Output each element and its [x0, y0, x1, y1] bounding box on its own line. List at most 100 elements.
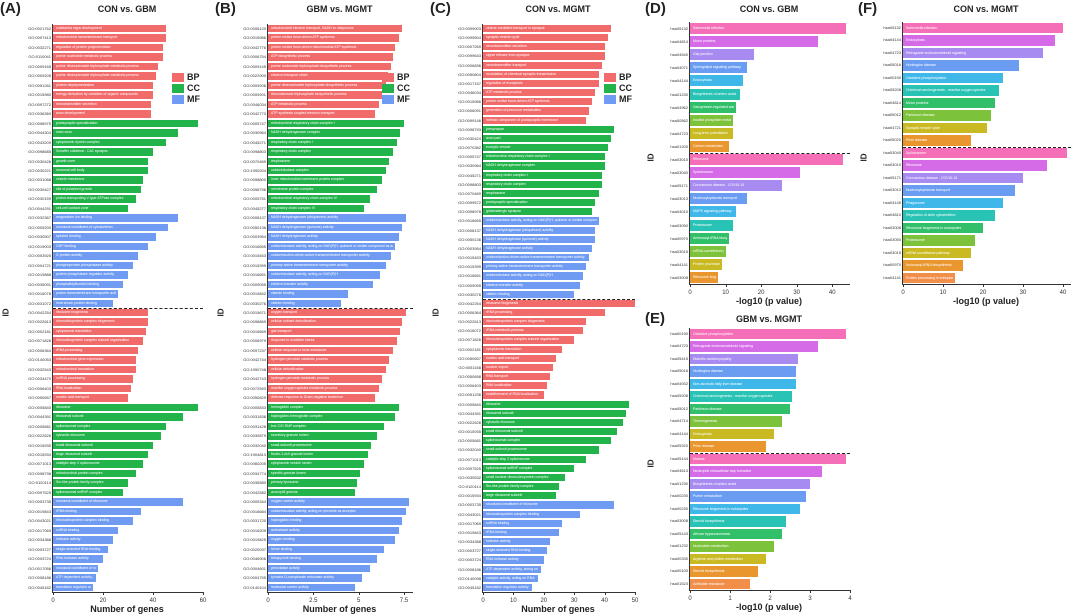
bar[interactable]: postsynaptic specialization [53, 119, 198, 128]
bar[interactable]: exocytic vesicle [483, 144, 608, 152]
bar[interactable]: respiratory chain complex [268, 148, 394, 156]
bar[interactable]: Steroid biosynthesis [690, 516, 786, 527]
bar[interactable]: Proteasome [903, 235, 975, 246]
bar[interactable]: Gap junction [690, 49, 754, 61]
bar[interactable]: Huntington disease [690, 366, 796, 377]
bar[interactable]: Carbon metabolism [690, 140, 730, 152]
bar[interactable]: tetrapyrrole binding [268, 555, 377, 563]
bar[interactable]: oxidoreductase activity, acting on NAD(P… [483, 272, 584, 280]
bar[interactable]: Prion disease [903, 135, 971, 146]
bar[interactable]: Coronavirus disease - COVID-19 [690, 180, 783, 192]
bar[interactable]: postsynaptic specialization [483, 199, 596, 207]
bar[interactable]: Synaptic vesicle cycle [903, 122, 987, 134]
bar[interactable]: Spliceosome [690, 167, 801, 179]
bar[interactable]: oxidoreduction-driven active transmembra… [483, 254, 590, 262]
bar[interactable]: neurotransmitter transport [483, 61, 602, 69]
bar[interactable]: spliceosomal snRNP complex [53, 488, 123, 497]
bar[interactable]: azurophil granule [268, 488, 355, 497]
bar[interactable]: cellular detoxification [268, 365, 386, 374]
bar[interactable]: spliceosomal snRNP complex [483, 464, 575, 472]
bar[interactable]: nucleic acid transport [53, 394, 128, 402]
bar[interactable]: small ribosomal subunit [483, 428, 617, 436]
bar[interactable]: antioxidant activity [268, 526, 399, 535]
bar[interactable]: Sphingolipid signaling pathway [690, 62, 747, 74]
bar[interactable]: proton-transporting V-type ATPase comple… [53, 195, 136, 203]
bar[interactable]: small-subunit processome [483, 446, 599, 454]
bar[interactable]: purine nucleotide metabolic process [53, 53, 163, 61]
bar[interactable]: Salmonella infection [690, 23, 847, 35]
bar[interactable]: spliceosomal complex [483, 437, 611, 445]
bar[interactable]: inner mitochondrial membrane protein com… [268, 176, 383, 184]
bar[interactable]: NADH dehydrogenase complex [483, 162, 605, 170]
bar[interactable]: heme binding [268, 545, 384, 554]
bar[interactable]: regulation of protein polymerization [53, 43, 163, 52]
bar[interactable]: respirasome [268, 157, 390, 165]
bar[interactable]: Prion disease [690, 441, 766, 452]
bar[interactable]: purine ribonucleoside triphosphate biosy… [268, 81, 386, 90]
bar[interactable]: electron transfer activity [268, 280, 374, 289]
bar[interactable]: Biosynthesis of amino acids [690, 88, 740, 100]
bar[interactable]: structural constituent of ribosome [53, 498, 183, 506]
bar[interactable]: rRNA binding [483, 528, 559, 537]
bar[interactable]: helicase activity [53, 536, 113, 544]
bar[interactable]: African trypanosomiasis [690, 528, 782, 540]
bar[interactable]: site of polarized growth [53, 185, 141, 194]
bar[interactable]: hydrogen peroxide metabolic process [268, 375, 383, 383]
bar[interactable]: clathrin binding [268, 299, 341, 307]
bar[interactable]: oxygen binding [268, 536, 395, 544]
bar[interactable]: rRNA processing [53, 346, 138, 355]
bar[interactable]: regulation of exocytosis [483, 79, 599, 88]
bar[interactable]: ribonucleoprotein complex biogenesis [483, 318, 587, 326]
bar[interactable]: mitochondrial protein complex [53, 469, 136, 478]
bar[interactable]: ATP-dependent activity, acting on RNA [53, 574, 96, 582]
bar[interactable]: hemoglobin complex [268, 403, 399, 412]
bar[interactable]: Huntington disease [903, 60, 1019, 71]
bar[interactable]: Ribosome biogenesis in eukaryotes [690, 503, 800, 515]
bar[interactable]: Ribosome biogenesis in eukaryotes [903, 222, 983, 234]
bar[interactable]: ribosome [483, 400, 629, 408]
bar[interactable]: catalytic step 2 spliceosome [53, 460, 143, 468]
bar[interactable]: translation regulator activity [483, 583, 532, 591]
bar[interactable]: membrane protein complex [268, 185, 377, 194]
bar[interactable]: snRNA binding [53, 526, 118, 535]
bar[interactable]: cytosolic ribosome [483, 418, 623, 427]
bar[interactable]: structural constituent of ribosome [483, 501, 614, 509]
bar[interactable]: protein phosphatase regulator activity [53, 271, 128, 279]
bar[interactable]: Antifolate resistance [690, 578, 750, 589]
bar[interactable]: Ribosome biogenesis in eukaryotes [690, 271, 719, 283]
bar[interactable]: Parkinson disease [690, 403, 790, 415]
bar[interactable]: Endocytosis [690, 75, 744, 87]
bar[interactable]: Long-term potentiation [690, 127, 733, 139]
bar[interactable]: axon part [483, 134, 611, 143]
bar[interactable]: Protein processing in endoplasmic reticu… [690, 258, 722, 270]
bar[interactable]: oxidoreductase activity, acting on perox… [268, 507, 406, 516]
bar[interactable]: energy derivation by oxidation of organi… [53, 91, 153, 99]
bar[interactable]: ATP metabolic process [483, 89, 596, 97]
bar[interactable]: ficolin-1-rich granule lumen [268, 451, 368, 459]
bar[interactable]: RNA helicase activity [53, 555, 103, 563]
bar[interactable]: GDP binding [53, 242, 148, 251]
bar[interactable]: Oxidative phosphorylation [690, 329, 846, 340]
bar[interactable]: synaptic vesicle cycle [483, 34, 608, 42]
bar[interactable]: Retrograde endocannabinoid signaling [903, 47, 1043, 59]
bar[interactable]: oxygen carrier activity [268, 498, 410, 506]
bar[interactable]: Steroid biosynthesis [690, 566, 758, 577]
bar[interactable]: mitochondrial respiratory chain complex … [268, 119, 404, 128]
bar[interactable]: catalytic step 2 spliceosome [483, 455, 587, 463]
bar[interactable]: structural constituent of cytoskeleton [53, 223, 168, 232]
bar[interactable]: NADH dehydrogenase (quinone) activity [483, 235, 596, 243]
bar[interactable]: Endocytosis [690, 428, 774, 440]
bar[interactable]: proton motive force-driven ATP synthesis [483, 98, 593, 106]
bar[interactable]: purine ribonucleoside triphosphate metab… [53, 72, 156, 80]
bar[interactable]: NADH dehydrogenase (ubiquinone) activity [483, 226, 596, 234]
bar[interactable]: Inositol phosphate metabolism [690, 114, 733, 126]
bar[interactable]: RNA transport [483, 373, 550, 381]
bar[interactable]: Motor proteins [903, 97, 995, 109]
bar[interactable]: vesicle-mediated transport in synapse [483, 25, 611, 33]
bar[interactable]: Non-alcoholic fatty liver disease [690, 378, 796, 390]
bar[interactable]: oxygen transport [268, 309, 406, 317]
bar[interactable]: cytoplasmic dynein complex [53, 138, 166, 147]
bar[interactable]: cytoplasmic translation [53, 327, 146, 336]
bar[interactable]: gas transport [268, 327, 401, 336]
bar[interactable]: primary active transmembrane transporter… [483, 263, 587, 271]
